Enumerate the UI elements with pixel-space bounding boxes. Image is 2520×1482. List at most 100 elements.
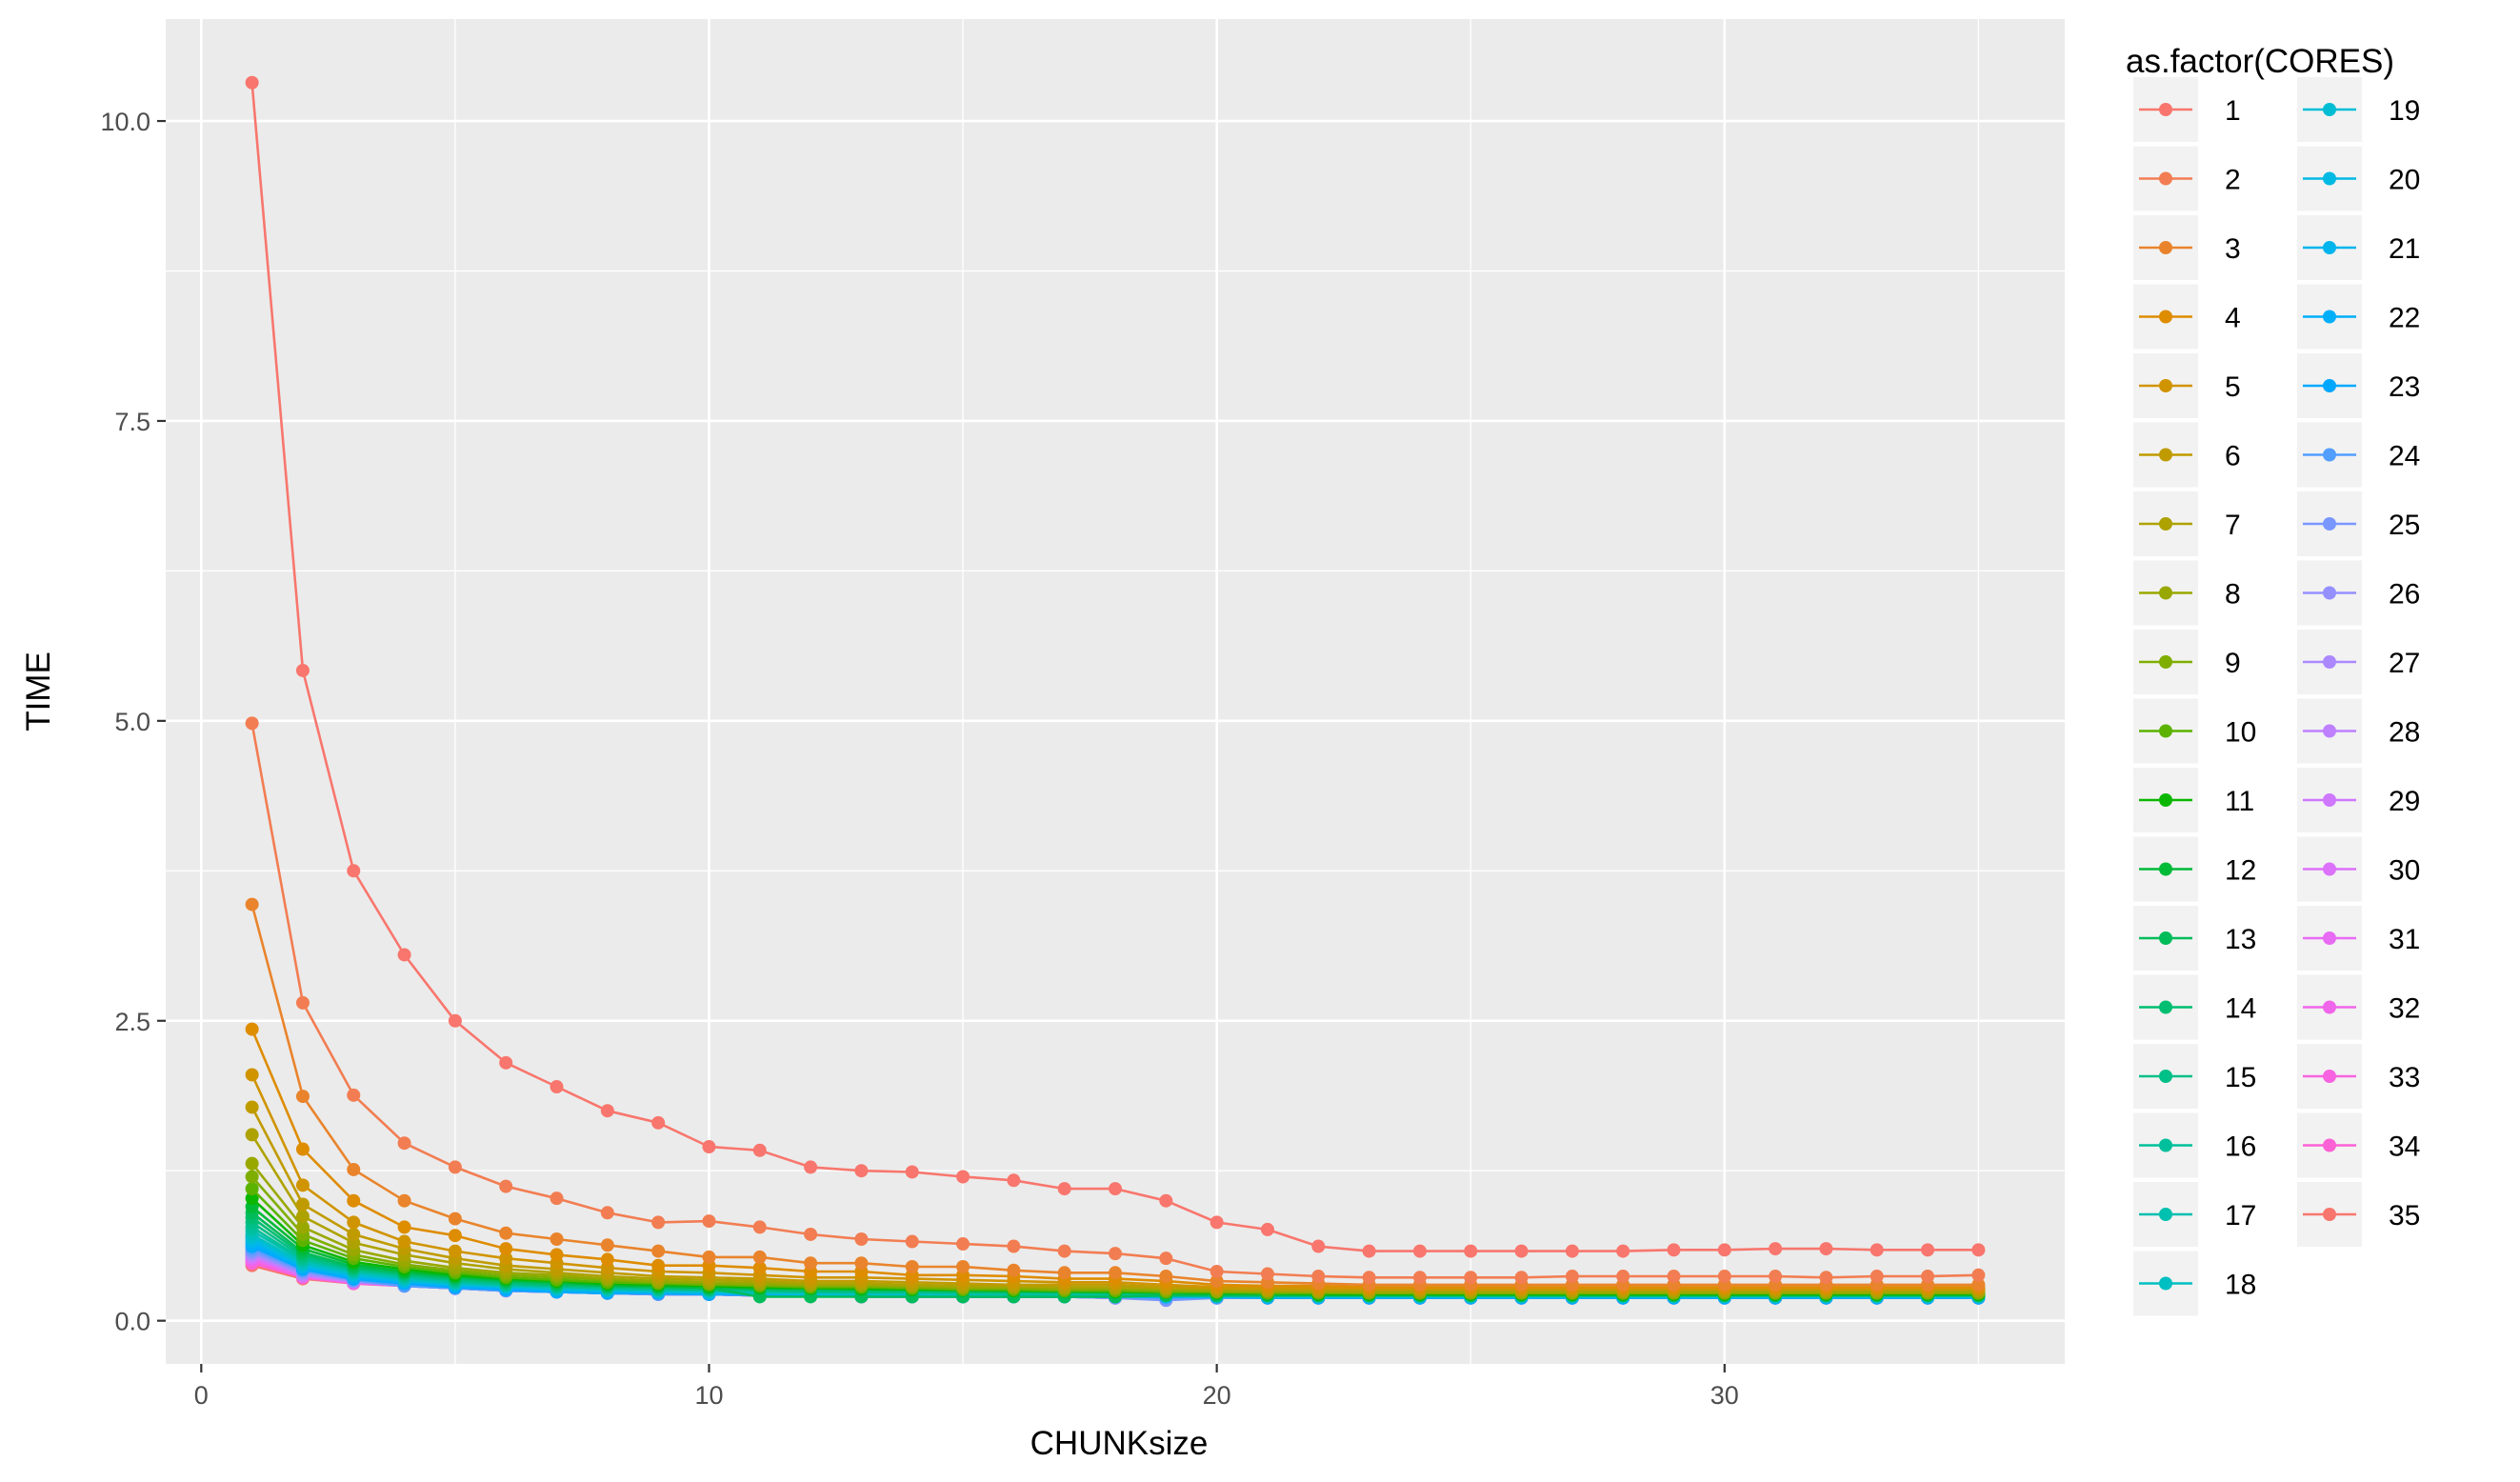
legend-key-point [2159,379,2172,392]
legend-item-8: 8 [2133,560,2241,626]
legend-label: 23 [2389,371,2420,403]
series-3-point [854,1256,869,1271]
legend-label: 27 [2389,648,2420,679]
legend-item-20: 20 [2297,146,2420,211]
x-tick-label: 10 [694,1381,723,1410]
legend-item-21: 21 [2297,215,2420,280]
series-1-point [702,1140,716,1154]
y-tick-label: 2.5 [114,1008,150,1036]
series-3-point [448,1212,462,1226]
series-1-point [752,1143,767,1157]
series-7-point [245,1128,259,1142]
legend-item-18: 18 [2133,1251,2256,1316]
legend-key-point [2323,1138,2336,1152]
series-2-point [1109,1247,1122,1261]
series-2-point [397,1136,411,1151]
legend-item-28: 28 [2297,698,2420,764]
x-tick-label: 0 [194,1381,209,1410]
legend-label: 5 [2225,371,2241,403]
series-1-point [1260,1222,1274,1236]
series-3-point [1109,1266,1122,1280]
y-tick-label: 7.5 [114,408,150,436]
legend-key-point [2323,793,2336,807]
legend-key-point [2159,862,2172,876]
series-3-point [956,1259,970,1273]
legend-item-11: 11 [2133,768,2254,832]
legend-key-point [2323,517,2336,531]
series-1-point [905,1165,919,1179]
legend-item-25: 25 [2297,491,2420,556]
y-tick-label: 5.0 [114,708,150,736]
series-1-point [1616,1244,1630,1258]
legend-title: as.factor(CORES) [2126,43,2394,80]
legend-label: 16 [2225,1132,2256,1163]
legend-label: 18 [2225,1270,2256,1301]
series-8-point [245,1156,259,1171]
legend-label: 20 [2389,165,2420,196]
legend-item-13: 13 [2133,906,2256,971]
series-2-point [448,1160,462,1174]
legend-item-3: 3 [2133,215,2241,280]
series-1-point [1464,1244,1478,1258]
legend-label: 7 [2225,510,2241,541]
series-2-point [1921,1270,1935,1284]
axis-ticks [157,119,1726,1372]
series-2-point [1412,1271,1427,1285]
legend-key-point [2323,931,2336,945]
series-2-point [1007,1239,1021,1253]
series-4-point [448,1229,462,1243]
series-3-point [600,1238,614,1252]
series-2-point [1210,1265,1224,1279]
series-1-point [448,1013,462,1028]
series-2-point [1260,1267,1274,1281]
legend-item-27: 27 [2297,630,2420,694]
legend: 1234567891011121314151617181920212223242… [2133,77,2420,1316]
series-3-point [702,1250,716,1264]
series-6-point [295,1197,310,1212]
series-layer [245,75,1986,1308]
series-4-point [295,1142,310,1156]
series-3-point [905,1259,919,1273]
legend-key-point [2323,1208,2336,1221]
legend-key-point [2159,103,2172,116]
legend-label: 15 [2225,1062,2256,1093]
series-5-point [347,1215,361,1230]
series-8-point [295,1220,310,1234]
minor-gridlines [166,19,2065,1364]
legend-label: 33 [2389,1062,2420,1093]
series-1-point [347,864,361,878]
plot-panel [166,19,2065,1364]
series-1-point [245,75,259,90]
series-5-point [499,1252,513,1266]
series-2-point [1159,1252,1173,1266]
series-2-point [1057,1244,1071,1258]
series-4-point [752,1261,767,1275]
series-1-point [1210,1215,1224,1230]
legend-key-point [2323,448,2336,462]
legend-key-point [2323,724,2336,738]
series-2-point [1819,1271,1833,1285]
legend-item-19: 19 [2297,77,2420,142]
legend-label: 35 [2389,1200,2420,1232]
legend-key-point [2159,241,2172,254]
series-3-point [347,1162,361,1176]
legend-label: 1 [2225,95,2241,127]
series-1-point [600,1104,614,1118]
series-1-point [1159,1193,1173,1208]
legend-key-point [2159,655,2172,669]
legend-item-6: 6 [2133,422,2241,488]
legend-item-33: 33 [2297,1044,2420,1109]
series-2-point [651,1215,666,1230]
series-5-point [448,1244,462,1258]
x-tick-label: 20 [1203,1381,1231,1410]
series-2-point [804,1227,818,1241]
series-2-point [905,1234,919,1249]
legend-key-point [2159,793,2172,807]
x-tick-labels: 0 10 20 30 [194,1381,1739,1410]
legend-item-2: 2 [2133,146,2241,211]
series-1-point [1412,1244,1427,1258]
legend-item-22: 22 [2297,284,2420,350]
legend-key-point [2323,655,2336,669]
legend-label: 6 [2225,441,2241,472]
